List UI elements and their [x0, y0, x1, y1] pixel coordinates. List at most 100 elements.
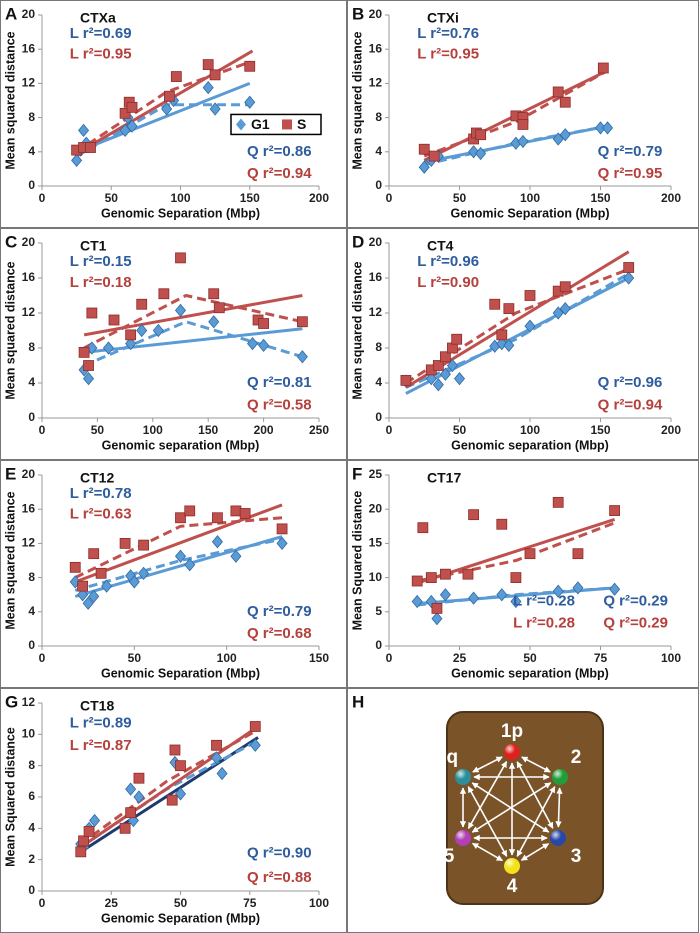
linear-fit — [75, 49, 254, 155]
quadratic-fit — [417, 586, 615, 607]
chart-title: CTXi — [427, 10, 459, 26]
g1-point — [78, 123, 90, 138]
g1-point — [133, 790, 145, 804]
g1-point — [524, 319, 536, 333]
s-point — [462, 568, 474, 580]
x-axis-label: Genomic Separation (Mbp) — [450, 206, 609, 220]
g1-point — [439, 367, 451, 381]
s-point — [169, 744, 181, 756]
s-point — [119, 538, 131, 549]
r2-annotation: L r²=0.63 — [70, 505, 132, 522]
s-point — [83, 826, 95, 837]
s-point — [69, 561, 81, 573]
panel-letter: B — [352, 4, 364, 23]
y-axis-label: Mean squared distance — [3, 491, 17, 629]
g1-point — [208, 315, 220, 329]
g1-point — [468, 591, 480, 605]
g1-point — [174, 787, 187, 801]
r2-annotation: L r²=0.18 — [70, 274, 132, 291]
s-point — [88, 548, 100, 560]
s-point — [439, 568, 451, 580]
s-point — [95, 567, 107, 579]
s-point — [126, 101, 138, 113]
g1-point — [202, 81, 214, 95]
node-label: 3 — [571, 846, 582, 867]
chart-title: CT17 — [427, 470, 461, 486]
chart-title: CT12 — [80, 470, 114, 486]
g1-point — [82, 596, 94, 610]
s-point — [208, 288, 220, 300]
g1-point — [246, 337, 259, 351]
r2-annotation: Q r²=0.68 — [247, 625, 312, 642]
node-highlight — [552, 769, 568, 785]
g1-point — [230, 549, 242, 563]
y-tick-label: 6 — [28, 789, 35, 803]
g1-point — [496, 337, 508, 351]
s-point — [524, 290, 536, 301]
x-tick-label: 50 — [91, 423, 105, 437]
quadratic-fit — [423, 124, 608, 167]
y-tick-label: 10 — [369, 570, 383, 584]
g1-point — [216, 766, 228, 781]
diagram-arrow — [467, 786, 508, 857]
r2-annotation: L r²=0.87 — [70, 737, 132, 754]
g1-point — [128, 575, 140, 589]
panel-letter: C — [5, 232, 17, 251]
quadratic-fit — [79, 728, 259, 846]
g1-point — [572, 581, 584, 595]
s-point — [85, 142, 96, 153]
s-point — [258, 318, 270, 329]
r2-annotation: Q r²=0.29 — [603, 615, 668, 632]
s-point — [77, 580, 89, 592]
s-point — [175, 760, 186, 772]
x-tick-label: 100 — [217, 651, 237, 665]
r2-annotation: L r²=0.78 — [70, 485, 132, 502]
linear-fit — [79, 725, 259, 849]
panel-letter: E — [5, 464, 16, 483]
panel-letter: G — [5, 692, 18, 711]
s-point — [75, 846, 87, 858]
r2-annotation: Q r²=0.96 — [598, 374, 663, 391]
s-point — [623, 262, 635, 273]
g1-point — [89, 813, 101, 828]
x-tick-label: 50 — [523, 651, 537, 665]
r2-annotation: L r²=0.95 — [70, 45, 132, 62]
x-tick-label: 150 — [590, 423, 610, 437]
g1-point — [517, 134, 529, 149]
s-point — [175, 512, 186, 524]
s-point — [136, 298, 148, 310]
s-point — [439, 351, 451, 363]
node-highlight — [504, 858, 520, 874]
s-point — [428, 150, 440, 162]
y-tick-label: 8 — [28, 758, 35, 772]
y-tick-label: 8 — [28, 110, 35, 124]
y-axis-label: Mean Squared distance — [350, 491, 364, 631]
g1-point — [249, 738, 261, 752]
y-tick-label: 4 — [28, 821, 35, 835]
y-tick-label: 4 — [375, 375, 382, 389]
s-point — [276, 523, 288, 535]
y-tick-label: 12 — [22, 76, 36, 90]
x-tick-label: 100 — [520, 191, 540, 205]
x-tick-label: 50 — [174, 896, 188, 910]
r2-annotation: L r²=0.90 — [417, 274, 479, 291]
quadratic-fit — [74, 516, 283, 579]
y-tick-label: 15 — [369, 536, 383, 550]
x-tick-label: 100 — [170, 191, 190, 205]
y-tick-label: 16 — [369, 41, 383, 55]
s-point — [166, 794, 178, 806]
s-point — [138, 539, 149, 551]
r2-annotation: Q r²=0.90 — [247, 844, 312, 861]
x-axis-label: Genomic Separation (Mbp) — [101, 666, 260, 680]
g1-point — [453, 372, 466, 386]
chart-title: CT18 — [80, 698, 114, 714]
node-highlight — [504, 744, 520, 760]
legend-label: G1 — [251, 116, 270, 132]
s-point — [503, 303, 515, 315]
g1-point — [88, 589, 100, 604]
x-tick-label: 75 — [594, 651, 608, 665]
s-point — [609, 505, 620, 516]
